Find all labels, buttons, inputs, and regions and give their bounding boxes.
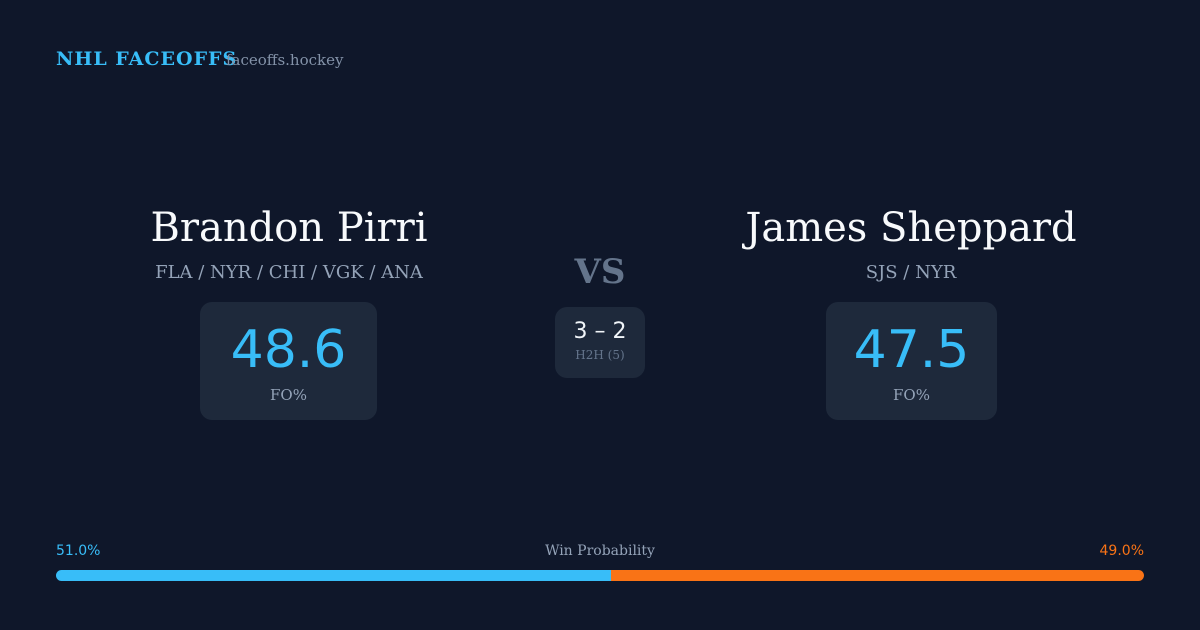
win-prob-left: 51.0% xyxy=(56,543,101,559)
h2h-box: 3 – 2 H2H (5) xyxy=(555,307,645,378)
fo-label: FO% xyxy=(270,386,307,404)
stat-box: 48.6 FO% xyxy=(200,302,377,420)
fo-label: FO% xyxy=(893,386,930,404)
fo-pct: 48.6 xyxy=(230,320,347,380)
win-prob-segment xyxy=(56,570,611,581)
win-prob-title: Win Probability xyxy=(545,543,655,559)
player-name: James Sheppard xyxy=(745,205,1077,251)
h2h-label: H2H (5) xyxy=(575,348,625,362)
h2h-record: 3 – 2 xyxy=(573,319,627,344)
win-prob-right: 49.0% xyxy=(1099,543,1144,559)
win-prob-bar xyxy=(56,570,1144,581)
brand: NHL FACEOFFS xyxy=(56,48,238,70)
stat-box: 47.5 FO% xyxy=(826,302,997,420)
fo-pct: 47.5 xyxy=(853,320,970,380)
site: faceoffs.hockey xyxy=(226,51,344,69)
player-teams: SJS / NYR xyxy=(865,262,957,283)
player-name: Brandon Pirri xyxy=(150,205,428,251)
vs-label: VS xyxy=(574,252,626,292)
win-prob-segment xyxy=(610,570,1144,581)
player-teams: FLA / NYR / CHI / VGK / ANA xyxy=(155,262,423,283)
